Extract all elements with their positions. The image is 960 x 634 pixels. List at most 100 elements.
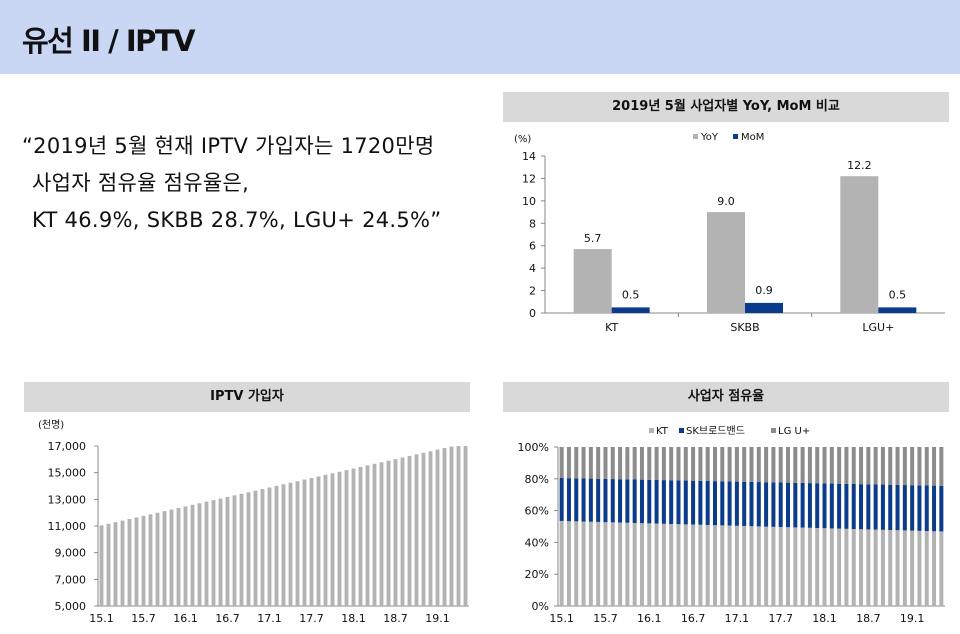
legend-label-yoy: YoY: [700, 132, 719, 143]
lgu-share-bar: [588, 447, 593, 479]
kt-share-bar: [581, 521, 586, 606]
lgu-share-bar: [603, 447, 608, 479]
y-tick-label: 15,000: [48, 467, 87, 480]
x-tick-label: 17.1: [257, 612, 282, 625]
skb-share-bar: [581, 478, 586, 522]
bar-yoy: [573, 249, 612, 313]
lgu-share-bar: [764, 447, 769, 483]
lgu-share-bar: [859, 447, 864, 485]
kt-share-bar: [902, 530, 907, 606]
subscriber-bar: [421, 452, 426, 606]
x-tick-label: 17.7: [768, 612, 793, 625]
skb-share-bar: [566, 478, 571, 522]
y-tick-label: 17,000: [48, 440, 87, 453]
kt-share-bar: [574, 521, 579, 606]
skb-share-bar: [712, 481, 717, 526]
lgu-share-bar: [691, 447, 696, 481]
subscriber-bar: [344, 470, 349, 606]
subscriber-bar: [337, 471, 342, 606]
kt-share-bar: [844, 528, 849, 606]
bar-mom: [611, 307, 650, 313]
kt-share-bar: [625, 522, 630, 606]
kt-share-bar: [610, 522, 615, 606]
skb-share-bar: [851, 483, 856, 530]
y-tick-label: 80%: [525, 473, 549, 486]
skb-share-bar: [932, 485, 937, 532]
kt-share-bar: [939, 531, 944, 606]
skb-share-bar: [910, 485, 915, 531]
skb-share-bar: [771, 482, 776, 527]
y-tick-label: 6: [529, 240, 536, 253]
quote-line-2: 사업자 점유율 점유율은,: [32, 171, 250, 195]
y-tick-label: 0%: [532, 600, 549, 613]
skb-share-bar: [844, 483, 849, 529]
y-tick-label: 7,000: [55, 573, 87, 586]
subscriber-bar: [400, 457, 405, 606]
skb-share-bar: [822, 483, 827, 529]
x-tick-label: 18.7: [856, 612, 881, 625]
kt-share-bar: [778, 526, 783, 606]
lgu-share-bar: [676, 447, 681, 481]
subscriber-bar: [295, 481, 300, 606]
subscriber-bar: [379, 462, 384, 606]
skb-share-bar: [866, 484, 871, 530]
kt-share-bar: [632, 522, 637, 606]
legend-swatch: [771, 428, 776, 433]
lgu-share-bar: [742, 447, 747, 482]
lgu-share-bar: [705, 447, 710, 482]
skb-share-bar: [596, 478, 601, 522]
y-tick-label: 12: [522, 172, 536, 185]
data-label: 12.2: [847, 159, 872, 172]
data-label: 5.7: [584, 232, 602, 245]
subscriber-bar: [281, 484, 286, 606]
subscriber-bar: [449, 446, 454, 606]
kt-share-bar: [588, 521, 593, 606]
x-tick-label: 16.1: [637, 612, 662, 625]
x-tick-label: 16.7: [681, 612, 706, 625]
x-tick-label: 17.7: [299, 612, 324, 625]
subscriber-bar: [218, 498, 223, 606]
lgu-share-bar: [888, 447, 893, 485]
subscriber-bar: [127, 519, 132, 606]
y-tick-label: 11,000: [48, 520, 87, 533]
lgu-share-bar: [698, 447, 703, 481]
kt-share-bar: [559, 520, 564, 606]
kt-share-bar: [837, 528, 842, 606]
skb-share-bar: [625, 479, 630, 523]
yoy-mom-chart: (%) 0 2 4 6 8 10 12 14 YoY MoM KT 5.7 0.5 SKBB 9.0 0.9 LG…: [514, 132, 945, 334]
lgu-share-bar: [756, 447, 761, 483]
skb-share-bar: [734, 481, 739, 526]
kt-share-bar: [683, 524, 688, 606]
kt-share-bar: [807, 527, 812, 606]
legend-label: KT: [656, 426, 669, 437]
subscriber-bar: [302, 479, 307, 606]
subscriber-bar: [253, 490, 258, 606]
subscriber-bar: [155, 512, 160, 606]
chart3-title: 사업자 점유율: [503, 382, 949, 412]
skb-share-bar: [661, 480, 666, 524]
data-label: 0.5: [889, 288, 907, 301]
skb-share-bar: [632, 479, 637, 523]
skb-share-bar: [727, 481, 732, 526]
lgu-share-bar: [844, 447, 849, 484]
lgu-share-bar: [647, 447, 652, 480]
x-tick-label: 16.7: [215, 612, 240, 625]
lgu-share-bar: [574, 447, 579, 479]
lgu-share-bar: [712, 447, 717, 482]
x-tick-label: 19.1: [425, 612, 450, 625]
bar-mom: [878, 307, 917, 313]
data-label: 0.5: [622, 288, 640, 301]
subscriber-bar: [428, 451, 433, 606]
subscriber-bar: [260, 489, 265, 606]
x-tick-label: 15.7: [593, 612, 618, 625]
subscriber-bar: [162, 511, 167, 606]
kt-share-bar: [822, 528, 827, 606]
lgu-share-bar: [625, 447, 630, 480]
quote-line-3: KT 46.9%, SKBB 28.7%, LGU+ 24.5%”: [32, 208, 442, 232]
lgu-share-bar: [866, 447, 871, 485]
lgu-share-bar: [924, 447, 929, 486]
x-tick-label: 15.1: [549, 612, 574, 625]
subscriber-bar: [106, 523, 111, 606]
bar-yoy: [840, 176, 879, 313]
skb-share-bar: [895, 484, 900, 531]
